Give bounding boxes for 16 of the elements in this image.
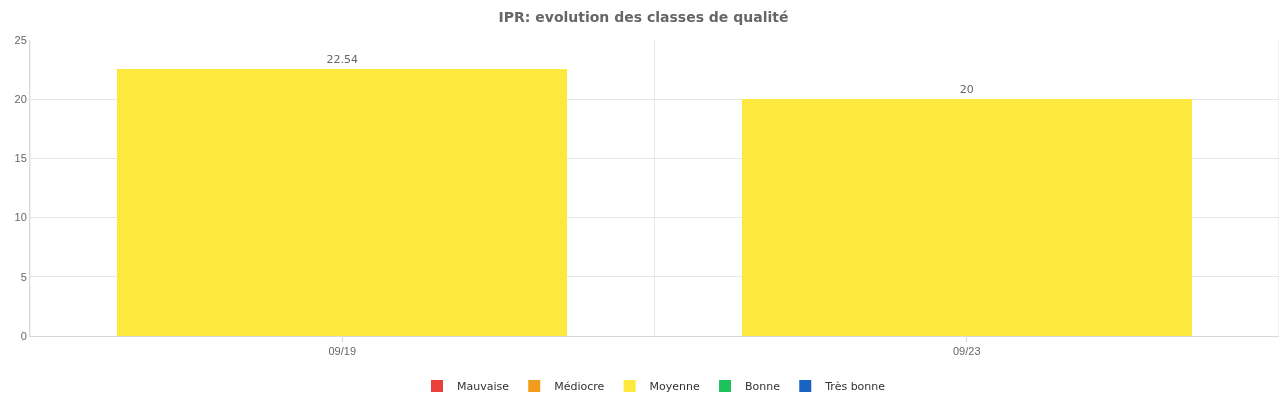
- legend-label: Très bonne: [824, 380, 886, 394]
- chart-title: IPR: evolution des classes de qualité: [498, 9, 789, 26]
- y-tick-label: 15: [14, 152, 27, 165]
- x-tick-label: 09/19: [328, 345, 357, 358]
- legend-label: Bonne: [745, 380, 781, 394]
- y-tick-label: 10: [14, 211, 27, 224]
- y-tick-label: 0: [20, 329, 27, 342]
- y-tick-label: 20: [14, 93, 27, 106]
- data-label: 20: [959, 83, 974, 97]
- legend-label: Médiocre: [554, 380, 605, 394]
- legend-label: Moyenne: [649, 380, 701, 394]
- data-label: 22.54: [326, 53, 358, 67]
- y-tick-label: 25: [14, 33, 27, 46]
- x-tick-label: 09/23: [952, 345, 981, 358]
- y-tick-label: 5: [20, 270, 27, 283]
- legend-label: Mauvaise: [457, 380, 510, 394]
